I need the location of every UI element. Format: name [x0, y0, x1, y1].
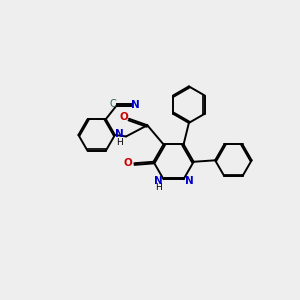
- Text: O: O: [124, 158, 132, 168]
- Text: N: N: [154, 176, 163, 186]
- Text: N: N: [184, 176, 193, 186]
- Text: N: N: [130, 100, 139, 110]
- Text: N: N: [115, 129, 124, 139]
- Text: H: H: [116, 138, 123, 147]
- Text: C: C: [110, 99, 116, 110]
- Text: O: O: [119, 112, 128, 122]
- Text: H: H: [155, 183, 162, 192]
